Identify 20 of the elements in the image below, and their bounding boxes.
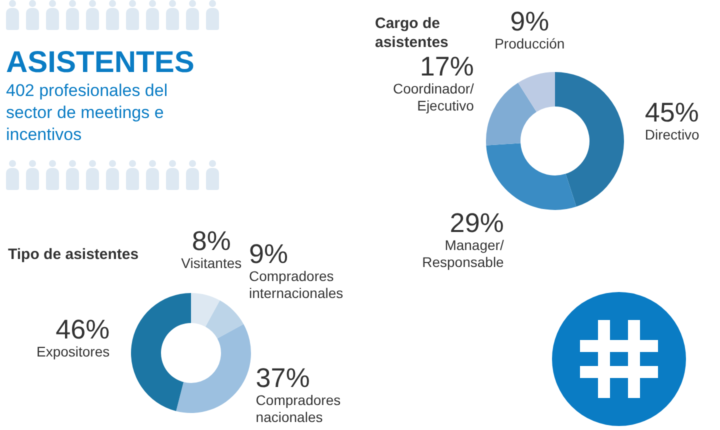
slice-label: Compradores nacionales <box>256 392 341 425</box>
data-label: 9% <box>248 239 288 270</box>
data-label: 9% <box>510 6 550 36</box>
text: Tipo de asistentes <box>8 246 139 263</box>
slice-label: Directivo <box>644 126 700 143</box>
data-label: 29% <box>450 208 504 238</box>
slice-label: Visitantes <box>181 255 242 272</box>
slice-label: Manager/ Responsable <box>422 236 504 270</box>
text: ASISTENTES <box>6 46 196 80</box>
slice-label: Expositores <box>36 343 110 360</box>
data-label: 46% <box>56 314 110 344</box>
slice-label: Compradores internacionales <box>248 268 344 301</box>
slice-label: Coordinador/ Ejecutivo <box>392 80 474 114</box>
slice-label: Producción <box>494 35 565 52</box>
text: Cargo de asistentes <box>375 14 450 52</box>
data-label: 8% <box>192 226 231 256</box>
data-label: 37% <box>256 362 310 393</box>
data-label: 45% <box>644 98 699 128</box>
data-label: 17% <box>420 52 474 82</box>
text: 402 profesionales del sector de meetings e incentivos <box>6 80 169 146</box>
